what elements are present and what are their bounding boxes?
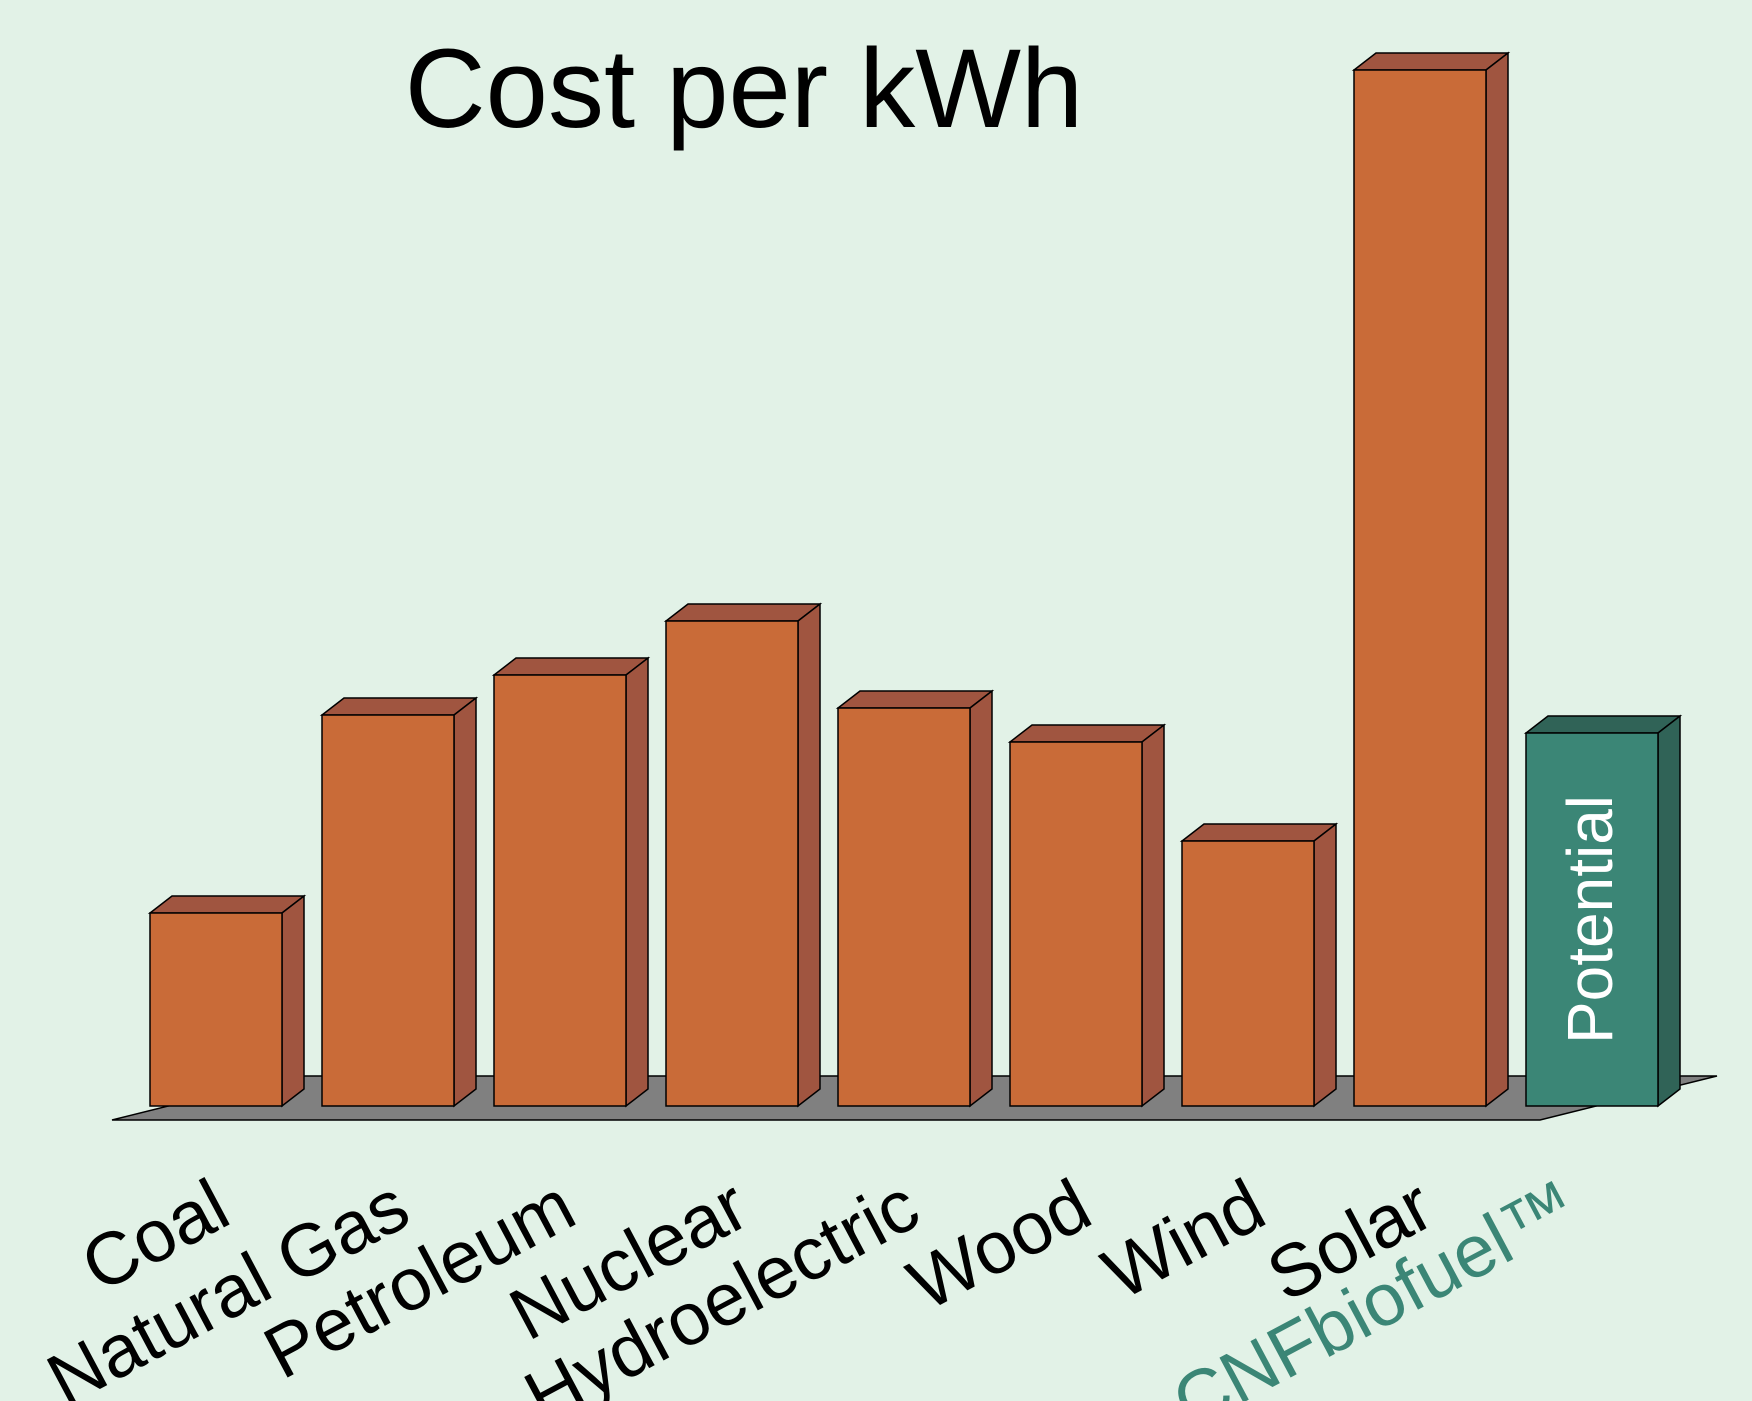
- bar-front-hydroelectric: [837, 707, 971, 1107]
- bar-front-coal: [149, 912, 283, 1107]
- bar-front-natural-gas: [321, 714, 455, 1107]
- bar-top-wind: [1179, 823, 1339, 842]
- bar-side-nuclear: [797, 602, 821, 1108]
- bar-side-cnfbiofuel: [1657, 714, 1681, 1108]
- bar-wind: [1179, 822, 1339, 1108]
- bar-top-hydroelectric: [835, 690, 995, 709]
- bar-top-coal: [147, 895, 307, 914]
- bar-hydroelectric: [835, 689, 995, 1108]
- bar-side-petroleum: [625, 656, 649, 1108]
- bar-front-wind: [1181, 840, 1315, 1107]
- bar-top-natural-gas: [319, 697, 479, 716]
- bar-side-wind: [1313, 822, 1337, 1108]
- bar-side-wood: [1141, 723, 1165, 1108]
- bar-petroleum: [491, 656, 651, 1108]
- bar-top-cnfbiofuel: [1523, 715, 1683, 734]
- bar-annotation-cnfbiofuel: Potential: [1554, 795, 1626, 1044]
- x-tick-label-wind: Wind: [1090, 1163, 1278, 1315]
- bar-top-solar: [1351, 52, 1511, 71]
- bar-solar: [1351, 51, 1511, 1108]
- bar-side-solar: [1485, 51, 1509, 1108]
- bar-front-cnfbiofuel: [1525, 732, 1659, 1107]
- x-tick-label-wood: Wood: [895, 1163, 1103, 1326]
- bar-nuclear: [663, 602, 823, 1108]
- bar-front-petroleum: [493, 674, 627, 1107]
- bars-group: Potential: [147, 51, 1683, 1108]
- chart-title: Cost per kWh: [405, 26, 1083, 151]
- bar-front-wood: [1009, 741, 1143, 1107]
- bar-coal: [147, 894, 307, 1108]
- bar-top-wood: [1007, 724, 1167, 743]
- bar-cnfbiofuel: [1523, 714, 1683, 1108]
- bar-wood: [1007, 723, 1167, 1108]
- bar-top-nuclear: [663, 603, 823, 622]
- bar-front-solar: [1353, 69, 1487, 1107]
- bar-side-natural-gas: [453, 696, 477, 1108]
- bar-front-nuclear: [665, 620, 799, 1107]
- bar-natural-gas: [319, 696, 479, 1108]
- bar-side-coal: [281, 894, 305, 1108]
- bar-top-petroleum: [491, 657, 651, 676]
- bar-side-hydroelectric: [969, 689, 993, 1108]
